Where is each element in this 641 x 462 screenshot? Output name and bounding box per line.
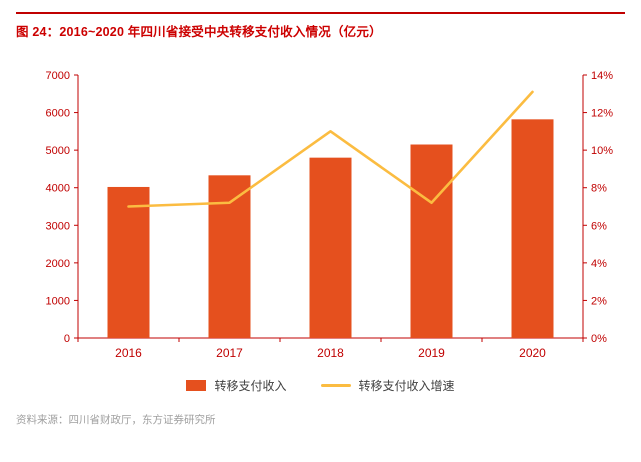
growth-rate-line [127,90,534,208]
right-axis-tick-label: 2% [591,295,607,307]
chart-container: 0 1000 2000 3000 4000 5000 6000 7000 0% 2% 4% 6% 8% 1… [0,58,641,370]
right-axis-tick-label: 14% [591,70,613,82]
legend-item-bar: 转移支付收入 [186,377,287,394]
x-axis-label-2016: 2016 [115,346,142,360]
line-series-label: 转移支付收入增速 [358,378,455,393]
left-axis-tick-label: 4000 [46,183,70,195]
right-axis-tick-label: 4% [591,258,607,270]
line-series-swatch [320,383,351,387]
legend-item-line: 转移支付收入增速 [320,377,455,394]
bar-series-swatch [186,379,207,391]
x-axis-label-2019: 2019 [418,346,445,360]
left-axis-tick-label: 1000 [46,295,70,307]
x-axis-label-2017: 2017 [216,346,243,360]
bar-2017 [208,175,251,338]
chart-legend: 转移支付收入 转移支付收入增速 [0,374,641,396]
bar-2020 [511,119,554,338]
left-axis-tick-label: 0 [64,333,70,345]
bar-2019 [410,144,453,338]
right-axis-tick-label: 6% [591,220,607,232]
bar-series-label: 转移支付收入 [214,378,287,393]
bar-2018 [309,157,352,338]
right-axis-tick-label: 8% [591,183,607,195]
right-axis-tick-label: 0% [591,333,607,345]
left-axis-tick-label: 2000 [46,258,70,270]
x-axis-label-2018: 2018 [317,346,344,360]
source-note: 资料来源：四川省财政厅，东方证券研究所 [16,414,216,426]
figure-header: 图 24：2016~2020 年四川省接受中央转移支付收入情况（亿元） [16,12,625,40]
bar-2016 [107,186,150,338]
left-axis-tick-label: 6000 [46,108,70,120]
left-axis-tick-label: 3000 [46,220,70,232]
right-axis-tick-label: 12% [591,108,613,120]
combo-chart: 0 1000 2000 3000 4000 5000 6000 7000 0% 2% 4% 6% 8% 1… [46,70,614,360]
figure-title: 图 24：2016~2020 年四川省接受中央转移支付收入情况（亿元） [16,25,382,39]
right-axis-tick-label: 10% [591,145,613,157]
x-axis-label-2020: 2020 [519,346,546,360]
left-axis-tick-label: 7000 [46,70,70,82]
left-axis-tick-label: 5000 [46,145,70,157]
